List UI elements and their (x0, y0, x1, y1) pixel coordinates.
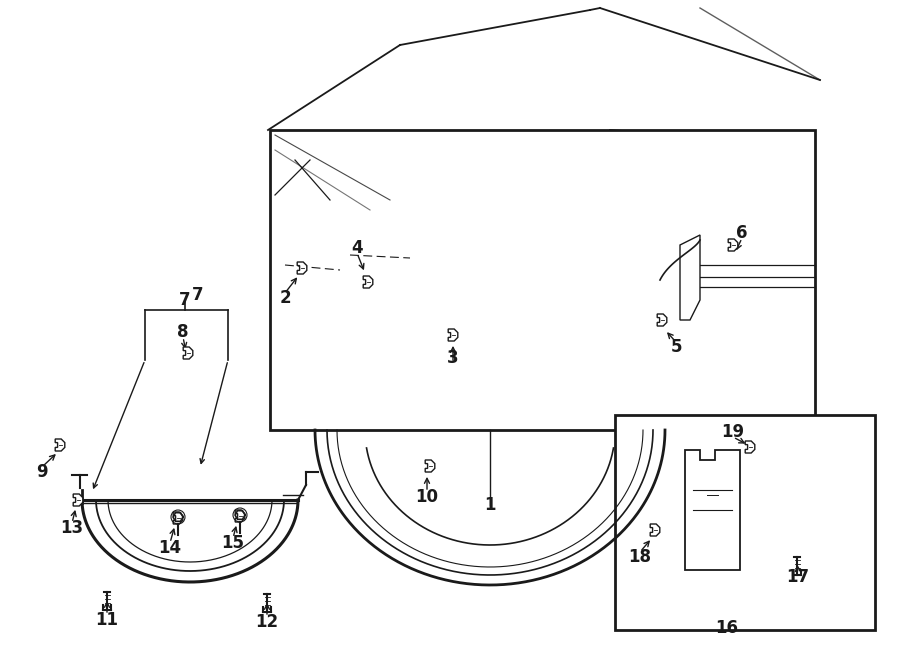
Text: 15: 15 (221, 534, 245, 552)
Text: 5: 5 (670, 338, 682, 356)
Polygon shape (425, 460, 435, 472)
Polygon shape (297, 262, 307, 274)
Polygon shape (184, 347, 193, 359)
Text: 4: 4 (351, 239, 363, 257)
Text: 12: 12 (256, 613, 279, 631)
Polygon shape (448, 329, 458, 341)
Text: 11: 11 (95, 611, 119, 629)
Text: 17: 17 (787, 568, 810, 586)
Polygon shape (73, 494, 83, 506)
Text: 7: 7 (193, 286, 203, 304)
Text: 6: 6 (736, 224, 748, 242)
Text: 3: 3 (447, 349, 459, 367)
Text: 13: 13 (60, 519, 84, 537)
Bar (270, 130, 815, 430)
Text: 10: 10 (416, 488, 438, 506)
Polygon shape (364, 276, 373, 288)
Text: 9: 9 (36, 463, 48, 481)
Polygon shape (685, 450, 740, 570)
Polygon shape (728, 239, 738, 251)
Text: 2: 2 (279, 289, 291, 307)
Text: 18: 18 (628, 548, 652, 566)
Polygon shape (745, 441, 755, 453)
Polygon shape (650, 524, 660, 536)
Polygon shape (657, 314, 667, 326)
Text: 19: 19 (722, 423, 744, 441)
Polygon shape (55, 439, 65, 451)
Text: 1: 1 (484, 496, 496, 514)
Polygon shape (173, 512, 183, 524)
Bar (615, 415, 875, 630)
Text: 8: 8 (177, 323, 189, 341)
Polygon shape (680, 235, 700, 320)
Text: 14: 14 (158, 539, 182, 557)
Polygon shape (235, 510, 245, 522)
Text: 16: 16 (716, 619, 739, 637)
Text: 7: 7 (179, 291, 191, 309)
